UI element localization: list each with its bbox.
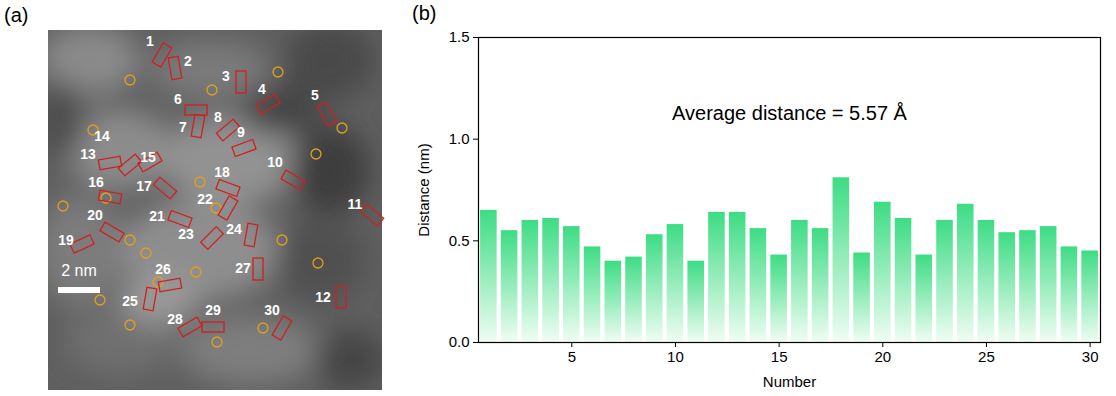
svg-text:25: 25 <box>978 348 995 365</box>
svg-text:5: 5 <box>568 348 576 365</box>
svg-text:16: 16 <box>88 174 104 190</box>
svg-text:13: 13 <box>80 146 96 162</box>
svg-text:0.5: 0.5 <box>449 232 470 249</box>
svg-text:30: 30 <box>1082 348 1099 365</box>
svg-text:23: 23 <box>178 226 194 242</box>
svg-text:18: 18 <box>214 164 230 180</box>
svg-text:2 nm: 2 nm <box>61 262 97 279</box>
svg-text:20: 20 <box>874 348 891 365</box>
svg-text:21: 21 <box>149 208 165 224</box>
svg-text:(a): (a) <box>4 4 28 26</box>
html-text:(b): (b) <box>412 2 437 24</box>
svg-text:9: 9 <box>237 124 245 140</box>
svg-text:20: 20 <box>87 207 103 223</box>
svg-text:17: 17 <box>136 178 152 194</box>
svg-text:10: 10 <box>667 348 684 365</box>
svg-text:Distance (nm): Distance (nm) <box>415 143 432 236</box>
svg-text:10: 10 <box>267 154 283 170</box>
svg-text:26: 26 <box>155 261 171 277</box>
svg-text:22: 22 <box>197 191 213 207</box>
svg-text:29: 29 <box>205 302 221 318</box>
svg-text:15: 15 <box>140 149 156 165</box>
svg-text:0.0: 0.0 <box>449 333 470 350</box>
svg-text:12: 12 <box>315 289 331 305</box>
svg-text:30: 30 <box>264 302 280 318</box>
svg-text:25: 25 <box>122 293 138 309</box>
svg-text:4: 4 <box>258 81 266 97</box>
svg-text:1.0: 1.0 <box>449 130 470 147</box>
svg-text:28: 28 <box>167 311 183 327</box>
svg-text:14: 14 <box>94 128 110 144</box>
svg-text:24: 24 <box>226 221 242 237</box>
svg-text:Average distance = 5.57 Å: Average distance = 5.57 Å <box>672 102 907 124</box>
svg-text:19: 19 <box>58 232 74 248</box>
svg-text:8: 8 <box>214 109 222 125</box>
svg-text:27: 27 <box>235 260 251 276</box>
svg-text:6: 6 <box>174 91 182 107</box>
svg-text:1: 1 <box>146 33 154 49</box>
svg-text:7: 7 <box>179 119 187 135</box>
svg-text:3: 3 <box>222 68 230 84</box>
svg-text:5: 5 <box>311 87 319 103</box>
svg-text:11: 11 <box>348 196 363 212</box>
svg-text:15: 15 <box>771 348 788 365</box>
svg-text:Number: Number <box>763 373 816 390</box>
svg-text:2: 2 <box>184 53 192 69</box>
svg-text:1.5: 1.5 <box>449 28 470 45</box>
